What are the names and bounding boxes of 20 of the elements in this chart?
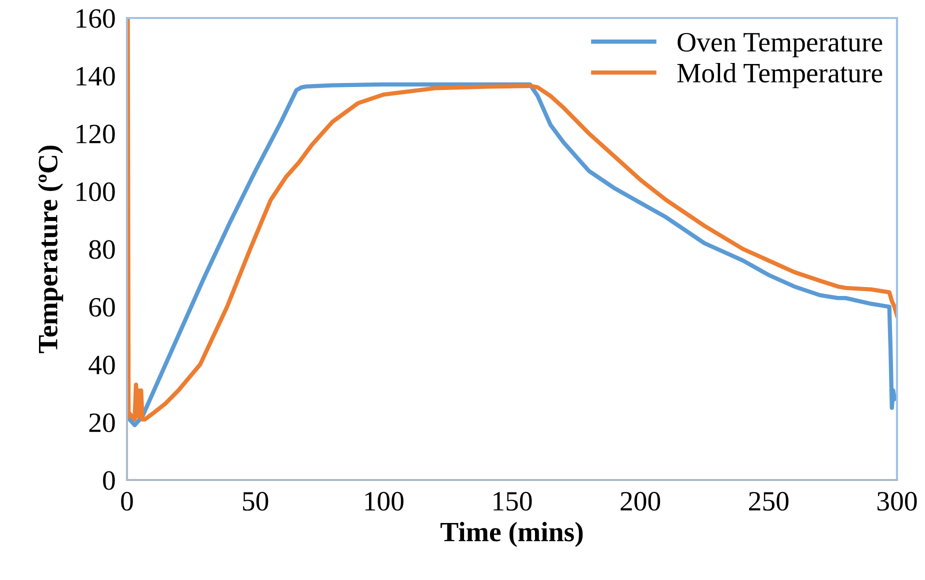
y-tick-label: 160 xyxy=(76,9,115,28)
y-tick-label: 20 xyxy=(89,413,115,432)
y-tick-label: 80 xyxy=(89,240,115,259)
x-tick-label: 50 xyxy=(243,492,268,511)
y-tick-label: 40 xyxy=(88,356,115,374)
y-tick-label: 140 xyxy=(76,66,115,86)
x-tick-label: 300 xyxy=(877,492,917,511)
y-tick-label: 100 xyxy=(76,182,115,202)
x-tick-label: 0 xyxy=(121,492,133,511)
x-tick-label: 200 xyxy=(620,492,660,511)
y-axis-title: Temperature (ºC) xyxy=(38,146,64,354)
y-tick-label: 120 xyxy=(76,124,115,144)
y-tick-label: 60 xyxy=(89,298,115,317)
legend-label: Oven Temperature xyxy=(678,32,882,58)
y-tick-label: 0 xyxy=(103,471,115,490)
x-axis-title: Time (mins) xyxy=(440,522,583,548)
legend-label: Mold Temperature xyxy=(677,62,882,88)
x-tick-label: 250 xyxy=(749,492,788,511)
x-tick-label: 100 xyxy=(365,492,404,511)
x-tick-label: 150 xyxy=(494,492,532,511)
